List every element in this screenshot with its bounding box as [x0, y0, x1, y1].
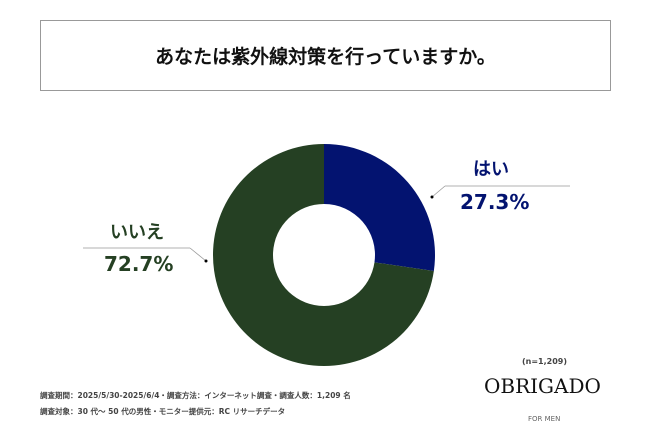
leader-line-yes — [431, 185, 446, 198]
leader-dot-no — [204, 259, 208, 263]
data-label-no: 72.7% — [104, 252, 174, 276]
donut-slice-no — [213, 144, 434, 366]
data-label-yes: 27.3% — [460, 190, 530, 214]
category-label-yes: はい — [473, 159, 509, 180]
footnote-target: 調査対象：30 代～ 50 代の男性・モニター提供元：RC リサーチデータ — [40, 407, 286, 416]
leader-line-no — [189, 247, 207, 262]
leader-dot-yes — [430, 195, 434, 199]
donut-slice-yes — [324, 144, 435, 271]
brand-sub: FOR MEN — [528, 415, 561, 423]
brand-logo: OBRIGADO — [484, 374, 601, 398]
chart-title: あなたは紫外線対策を行っていますか。 — [40, 20, 611, 91]
category-label-no: いいえ — [110, 222, 164, 243]
sample-size: (n=1,209) — [522, 357, 568, 366]
footnote-period: 調査期間：2025/5/30-2025/6/4・調査方法：インターネット調査・調… — [40, 391, 351, 400]
